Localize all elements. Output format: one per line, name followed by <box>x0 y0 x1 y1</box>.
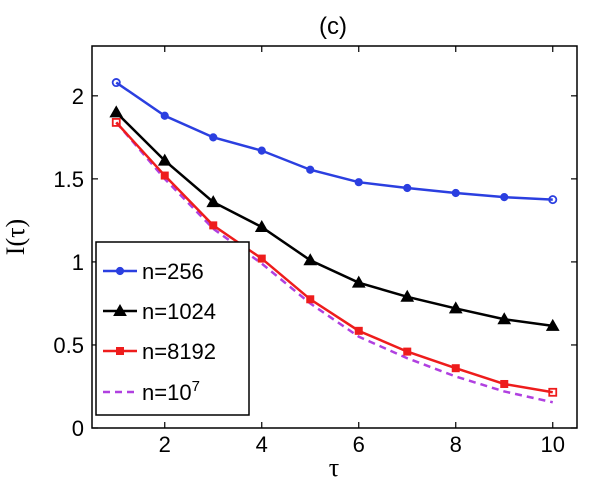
series-n1024-marker <box>254 220 269 233</box>
series-n256-marker <box>257 146 266 155</box>
legend: n=256 n=1024 n=8192 n=107 <box>95 241 250 416</box>
series-n1024-marker <box>157 153 172 166</box>
series-n107 <box>115 121 554 404</box>
legend-entry-n256: n=256 <box>103 259 204 284</box>
series-n8192-marker <box>111 118 121 127</box>
x-tick-label: 10 <box>541 432 565 457</box>
series-n107-line <box>115 121 554 404</box>
axis-ticks: 2 4 6 8 10 0 0.5 1 1.5 2 <box>53 46 577 457</box>
x-axis-label: τ <box>329 453 339 482</box>
series-n8192-marker <box>451 364 460 373</box>
series-n256-marker <box>354 178 363 187</box>
legend-entry-n8192-label: n=8192 <box>142 339 216 364</box>
series-n1024-marker <box>400 289 415 302</box>
y-tick-label: 0 <box>72 416 84 441</box>
series-n8192-marker <box>209 221 218 230</box>
x-tick-label: 2 <box>159 432 171 457</box>
series-n1024-marker <box>497 312 512 325</box>
legend-entry-n1024-marker <box>113 303 127 316</box>
legend-entry-n107: n=107 <box>103 378 200 405</box>
y-axis-label: I(τ) <box>1 219 30 255</box>
series-n256-marker <box>160 111 169 120</box>
series-n256-marker <box>451 188 460 198</box>
series-n256 <box>111 78 558 205</box>
series-n256-line <box>115 81 553 201</box>
series-n256-marker <box>209 133 218 142</box>
x-tick-label: 4 <box>256 432 268 457</box>
series-n256-marker <box>111 78 121 88</box>
series-n8192-marker <box>257 254 266 263</box>
series-n1024-marker <box>351 275 366 288</box>
series-n8192-marker <box>306 295 315 304</box>
series-n8192-marker <box>403 347 412 356</box>
series-n1024-marker <box>303 253 318 266</box>
y-tick-label: 2 <box>72 84 84 109</box>
y-tick-label: 0.5 <box>53 333 84 358</box>
legend-entry-n1024-label: n=1024 <box>142 299 216 324</box>
chart-title: (c) <box>319 13 347 40</box>
series-n8192-marker <box>354 326 363 335</box>
series-n8192-marker <box>500 379 509 388</box>
series-n8192 <box>111 118 558 397</box>
series-n8192-marker <box>548 387 558 397</box>
legend-entry-n256-label: n=256 <box>142 259 204 284</box>
series-n256-marker <box>500 193 509 202</box>
y-tick-label: 1.5 <box>53 167 84 192</box>
y-tick-label: 1 <box>72 250 84 275</box>
legend-entry-n256-marker <box>115 266 125 276</box>
series-n8192-marker <box>160 171 169 180</box>
series-n1024-marker <box>109 105 124 118</box>
x-tick-label: 6 <box>353 432 365 457</box>
series-n1024-marker <box>206 195 221 208</box>
series-group <box>109 78 560 404</box>
series-n256-marker <box>548 195 558 205</box>
x-tick-label: 8 <box>450 432 462 457</box>
legend-entry-n107-label: n=107 <box>142 378 200 405</box>
series-n1024-marker <box>545 318 560 331</box>
series-n256-marker <box>306 165 315 174</box>
series-n1024-marker <box>448 301 463 314</box>
series-n1024 <box>109 105 560 331</box>
legend-entry-n8192-marker <box>116 347 124 355</box>
series-n8192-line <box>115 121 553 394</box>
series-n256-marker <box>403 183 412 193</box>
legend-entry-n8192: n=8192 <box>103 339 216 364</box>
legend-entry-n1024: n=1024 <box>103 299 216 324</box>
series-n1024-line <box>115 111 553 328</box>
